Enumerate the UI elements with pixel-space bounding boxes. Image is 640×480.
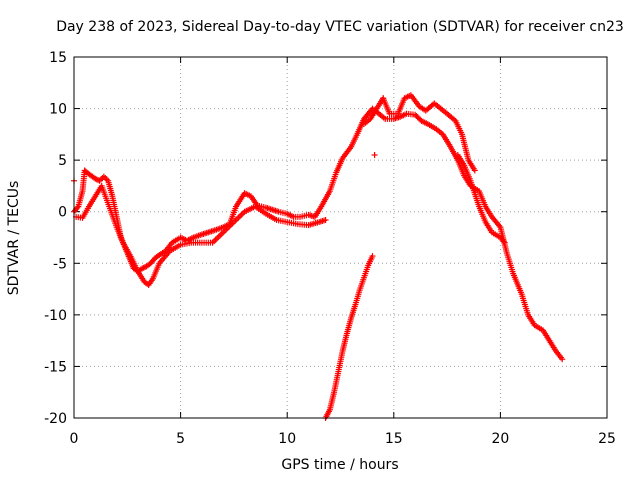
- y-axis-label: SDTVAR / TECUs: [6, 181, 22, 296]
- data-point: [98, 176, 105, 183]
- y-tick-label: -15: [44, 359, 67, 375]
- x-tick-label: 0: [70, 431, 79, 447]
- y-tick-label: -5: [53, 256, 67, 272]
- y-tick-label: 5: [58, 153, 67, 169]
- data-point: [559, 356, 566, 363]
- data-point: [471, 167, 478, 174]
- chart-title: Day 238 of 2023, Sidereal Day-to-day VTE…: [56, 19, 624, 35]
- x-tick-label: 10: [278, 431, 296, 447]
- y-tick-label: -20: [44, 411, 67, 427]
- data-point: [371, 151, 378, 158]
- data-points: [71, 92, 566, 421]
- data-point: [380, 95, 387, 102]
- axis-ticks: 0 5 10 15 20 25 -20 -15 -10 -5 0 5 10 15: [44, 50, 616, 447]
- x-axis-label: GPS time / hours: [281, 457, 398, 473]
- y-tick-label: 15: [49, 50, 67, 66]
- data-point: [501, 239, 508, 246]
- data-point: [369, 253, 376, 260]
- data-point: [102, 175, 109, 182]
- x-tick-label: 15: [385, 431, 403, 447]
- x-tick-label: 20: [491, 431, 509, 447]
- data-point: [500, 238, 507, 245]
- x-tick-label: 25: [598, 431, 616, 447]
- data-point: [74, 204, 81, 211]
- data-point: [100, 173, 107, 180]
- x-tick-label: 5: [176, 431, 185, 447]
- y-tick-label: 10: [49, 102, 67, 118]
- data-point: [322, 216, 329, 223]
- plot-frame: [73, 56, 608, 419]
- y-tick-label: 0: [58, 205, 67, 221]
- y-tick-label: -10: [44, 308, 67, 324]
